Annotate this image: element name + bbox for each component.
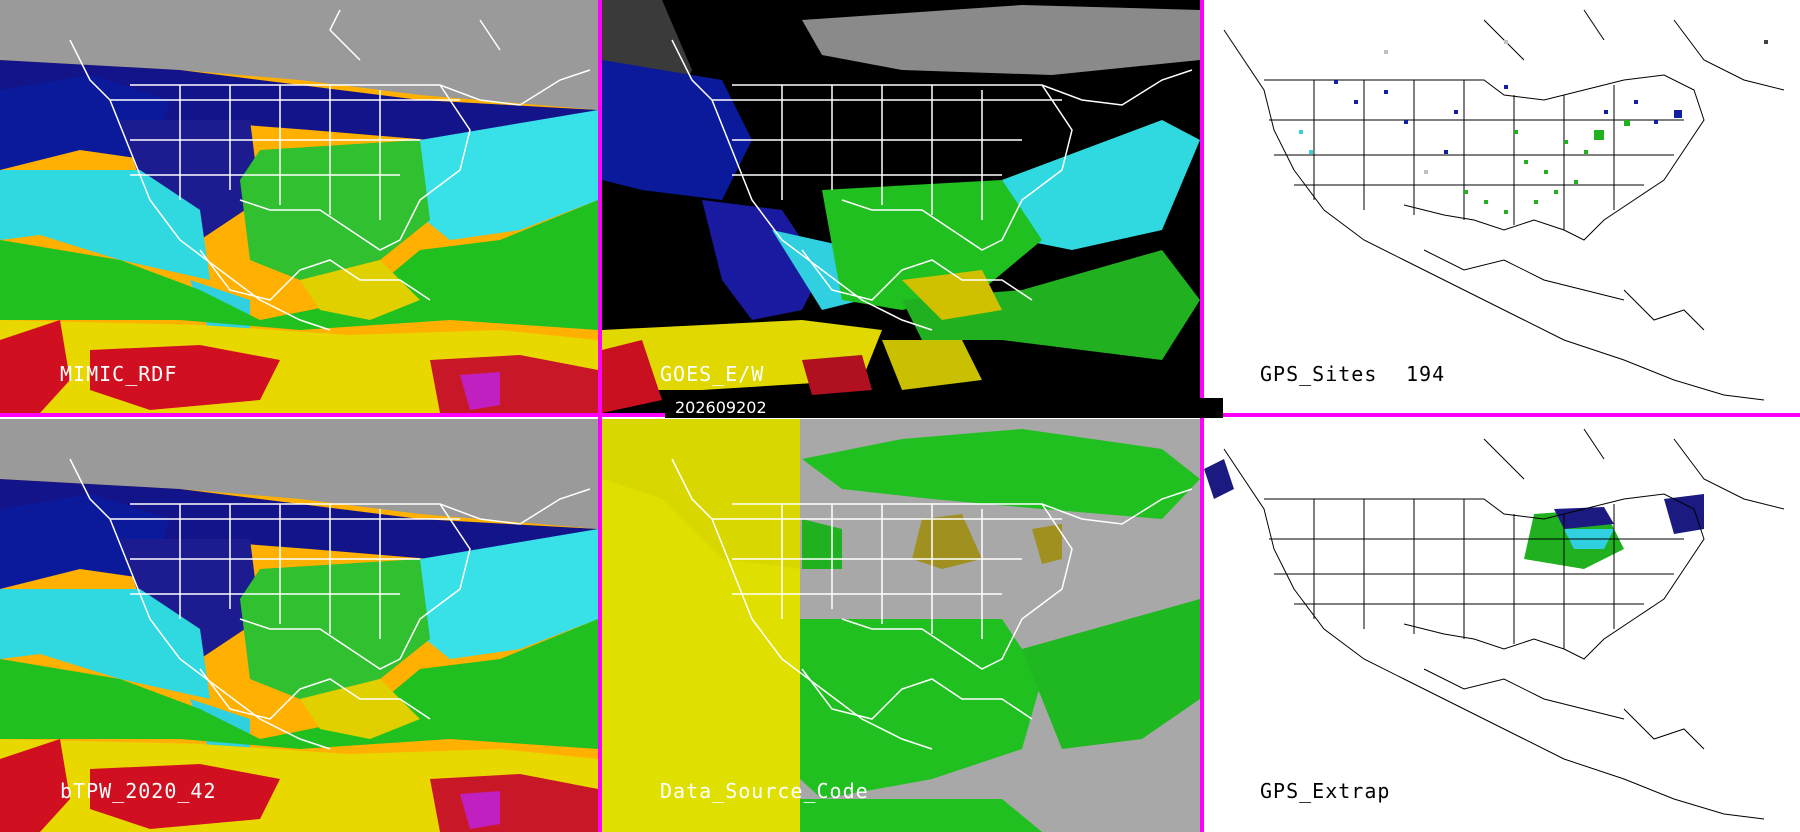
gps-sites-map [1204, 0, 1800, 413]
gps-site-count: 194 [1406, 362, 1446, 386]
panel-btpw: bTPW_2020_42 [0, 419, 598, 832]
panel-mimic-rdf: MIMIC_RDF [0, 0, 598, 413]
data-source-map [602, 419, 1200, 832]
panel-label: GPS_Extrap [1260, 779, 1391, 803]
panel-goes-ew: GOES_E/W [602, 0, 1200, 413]
panel-label: GPS_Sites [1260, 362, 1378, 386]
gps-extrap-map [1204, 419, 1800, 832]
gps-site-markers [1299, 40, 1768, 214]
panel-label: GOES_E/W [660, 362, 765, 386]
panel-gps-extrap: GPS_Extrap [1204, 419, 1800, 832]
tpw-map-mimic [0, 0, 598, 413]
timestamp-bar: 202609202 [665, 398, 1223, 418]
panel-label: MIMIC_RDF [60, 362, 178, 386]
panel-label: Data_Source_Code [660, 779, 869, 803]
tpw-map-btpw [0, 419, 598, 832]
panel-data-source-code: Data_Source_Code [602, 419, 1200, 832]
panel-gps-sites: GPS_Sites 194 [1204, 0, 1800, 413]
panel-label: bTPW_2020_42 [60, 779, 217, 803]
goes-map [602, 0, 1200, 413]
